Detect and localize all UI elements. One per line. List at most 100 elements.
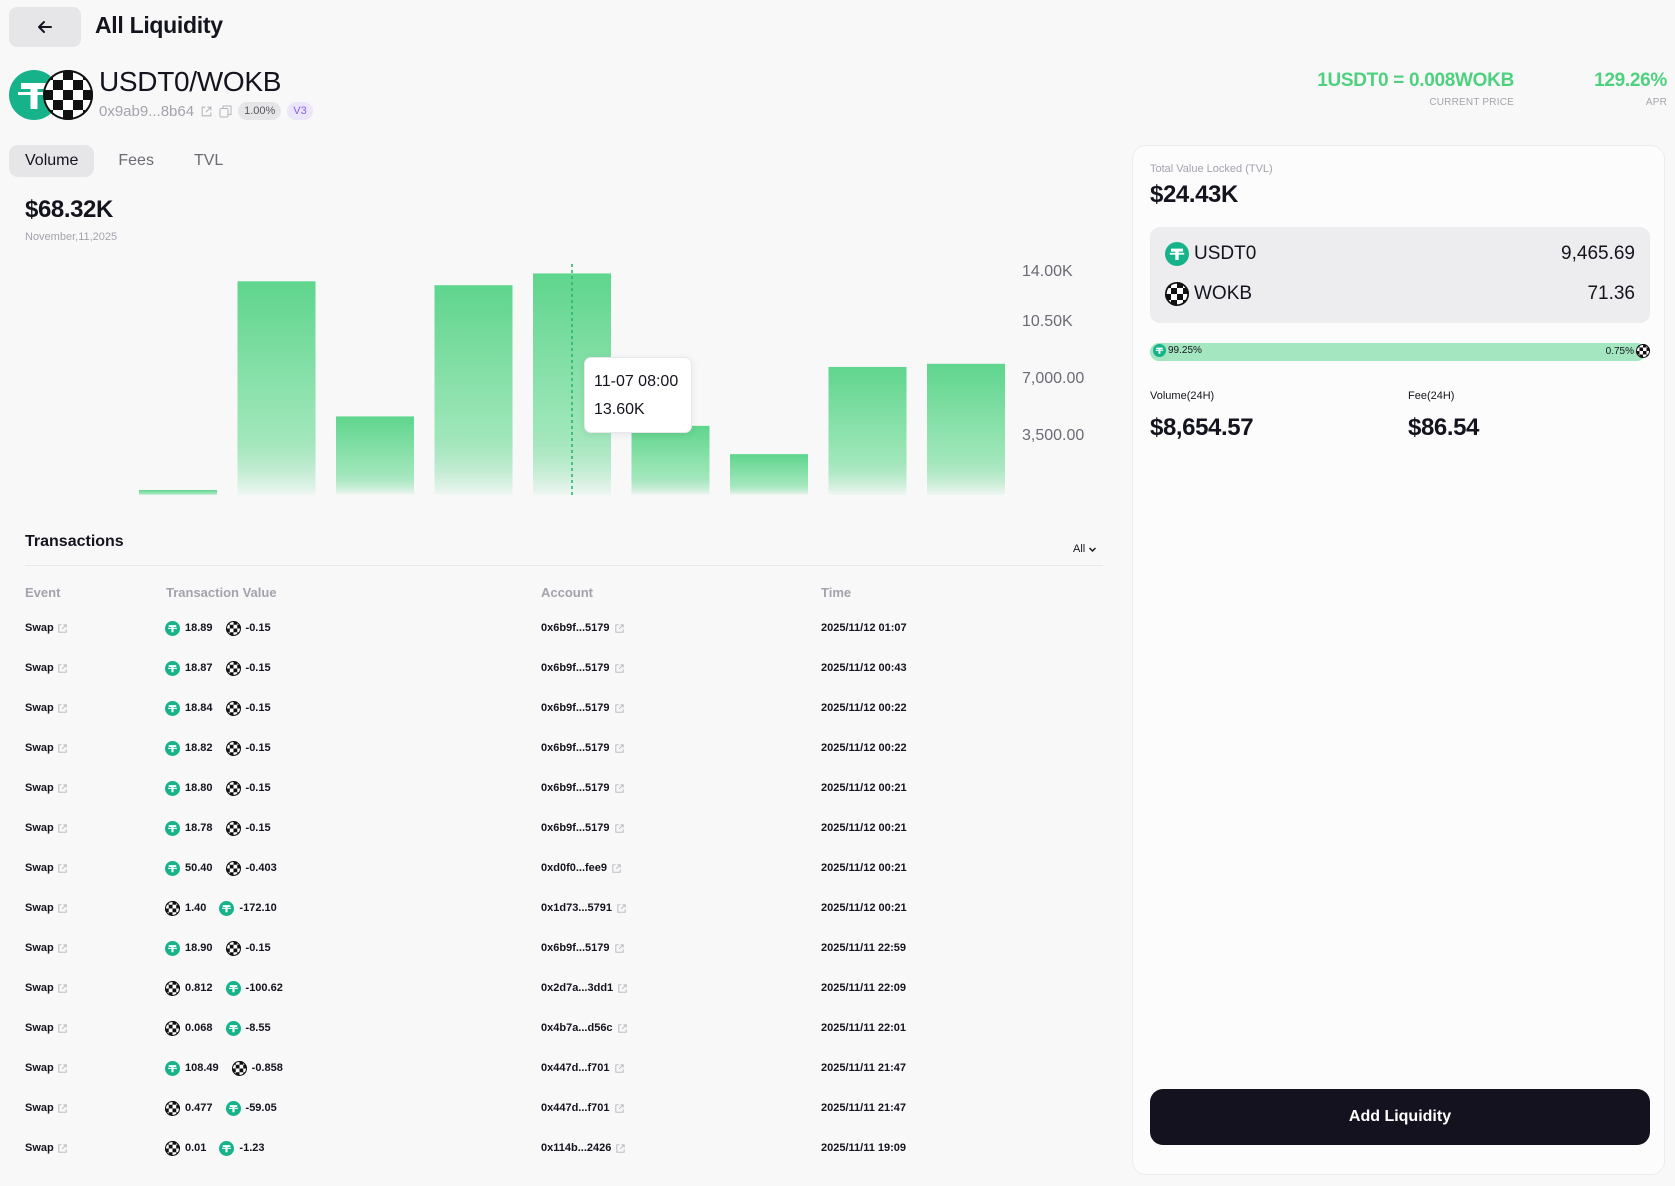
usdt0-icon <box>219 1141 234 1156</box>
external-link-icon[interactable] <box>200 105 213 118</box>
chart-bar[interactable] <box>237 281 316 495</box>
chart-bar[interactable] <box>730 454 808 495</box>
event-label: Swap <box>25 1102 54 1114</box>
account-cell[interactable]: 0x447d...f701 <box>541 1048 625 1088</box>
external-link-icon[interactable] <box>57 903 68 914</box>
event-cell[interactable]: Swap <box>25 1088 68 1128</box>
account-cell[interactable]: 0x6b9f...5179 <box>541 688 625 728</box>
external-link-icon[interactable] <box>614 783 625 794</box>
event-cell[interactable]: Swap <box>25 768 68 808</box>
external-link-icon[interactable] <box>617 983 628 994</box>
amount-in: 18.84 <box>185 702 213 714</box>
external-link-icon[interactable] <box>615 1143 626 1154</box>
account-cell[interactable]: 0x447d...f701 <box>541 1088 625 1128</box>
amount-out: -0.15 <box>245 822 271 834</box>
external-link-icon[interactable] <box>614 743 625 754</box>
event-cell[interactable]: Swap <box>25 648 68 688</box>
tab-volume[interactable]: Volume <box>9 145 95 177</box>
amount-in: 0.068 <box>185 1022 213 1034</box>
external-link-icon[interactable] <box>57 1063 68 1074</box>
account-cell[interactable]: 0x6b9f...5179 <box>541 728 625 768</box>
amount-out: -59.05 <box>245 1102 277 1114</box>
external-link-icon[interactable] <box>57 1103 68 1114</box>
external-link-icon[interactable] <box>57 983 68 994</box>
external-link-icon[interactable] <box>614 1103 625 1114</box>
account-cell[interactable]: 0x6b9f...5179 <box>541 808 625 848</box>
external-link-icon[interactable] <box>614 623 625 634</box>
external-link-icon[interactable] <box>57 863 68 874</box>
fee-tier-badge: 1.00% <box>238 102 282 120</box>
token-row-usdt0: USDT0 9,465.69 <box>1165 240 1635 268</box>
external-link-icon[interactable] <box>611 863 622 874</box>
external-link-icon[interactable] <box>614 823 625 834</box>
chart-bar[interactable] <box>631 425 710 495</box>
volume-24h-value: $8,654.57 <box>1150 414 1254 441</box>
account-cell[interactable]: 0x4b7a...d56c <box>541 1008 628 1048</box>
event-cell[interactable]: Swap <box>25 848 68 888</box>
event-label: Swap <box>25 902 54 914</box>
account-cell[interactable]: 0x6b9f...5179 <box>541 928 625 968</box>
external-link-icon[interactable] <box>57 703 68 714</box>
external-link-icon[interactable] <box>57 623 68 634</box>
back-button[interactable] <box>9 7 81 47</box>
event-label: Swap <box>25 1062 54 1074</box>
chart-bar[interactable] <box>434 285 513 495</box>
add-liquidity-button[interactable]: Add Liquidity <box>1150 1089 1650 1145</box>
event-cell[interactable]: Swap <box>25 1008 68 1048</box>
external-link-icon[interactable] <box>614 663 625 674</box>
transactions-filter[interactable]: All <box>1073 543 1097 555</box>
account-cell[interactable]: 0x6b9f...5179 <box>541 768 625 808</box>
event-cell[interactable]: Swap <box>25 1048 68 1088</box>
external-link-icon[interactable] <box>57 943 68 954</box>
value-cell: 50.40 -0.403 <box>165 848 277 888</box>
usdt0-icon <box>165 1061 180 1076</box>
ratio-left: 99.25% <box>1153 344 1202 357</box>
account-cell[interactable]: 0x6b9f...5179 <box>541 608 625 648</box>
event-cell[interactable]: Swap <box>25 808 68 848</box>
external-link-icon[interactable] <box>614 943 625 954</box>
account-cell[interactable]: 0xd0f0...fee9 <box>541 848 622 888</box>
time-cell: 2025/11/11 21:47 <box>821 1102 907 1114</box>
chart-bar[interactable] <box>139 490 217 495</box>
event-cell[interactable]: Swap <box>25 968 68 1008</box>
external-link-icon[interactable] <box>57 783 68 794</box>
external-link-icon[interactable] <box>616 903 627 914</box>
event-label: Swap <box>25 1142 54 1154</box>
external-link-icon[interactable] <box>57 823 68 834</box>
amount-in: 18.87 <box>185 662 213 674</box>
table-row: Swap 50.40 -0.403 0xd0f0...fee9 2025/11/12 0… <box>0 848 1110 888</box>
external-link-icon[interactable] <box>57 1023 68 1034</box>
current-price-value: 1USDT0 = 0.008WOKB <box>1317 70 1514 91</box>
chart-bar[interactable] <box>927 363 1005 495</box>
account-address: 0x447d...f701 <box>541 1102 610 1114</box>
apr-value: 129.26% <box>1594 70 1667 91</box>
event-cell[interactable]: Swap <box>25 888 68 928</box>
account-cell[interactable]: 0x114b...2426 <box>541 1128 626 1168</box>
event-cell[interactable]: Swap <box>25 1128 68 1168</box>
account-cell[interactable]: 0x2d7a...3dd1 <box>541 968 628 1008</box>
fee-24h-label: Fee(24H) <box>1408 390 1455 402</box>
event-cell[interactable]: Swap <box>25 608 68 648</box>
usdt0-icon <box>165 941 180 956</box>
value-cell: 18.90 -0.15 <box>165 928 271 968</box>
tab-fees[interactable]: Fees <box>118 152 154 169</box>
usdt0-icon <box>226 1021 241 1036</box>
amount-out: -172.10 <box>239 902 277 914</box>
external-link-icon[interactable] <box>614 1063 625 1074</box>
account-address: 0x6b9f...5179 <box>541 742 610 754</box>
external-link-icon[interactable] <box>57 743 68 754</box>
external-link-icon[interactable] <box>614 703 625 714</box>
tab-tvl[interactable]: TVL <box>193 152 224 169</box>
external-link-icon[interactable] <box>57 663 68 674</box>
chart-bar[interactable] <box>828 366 907 495</box>
account-cell[interactable]: 0x6b9f...5179 <box>541 648 625 688</box>
external-link-icon[interactable] <box>617 1023 628 1034</box>
event-cell[interactable]: Swap <box>25 688 68 728</box>
chart-bar[interactable] <box>336 416 414 495</box>
event-cell[interactable]: Swap <box>25 728 68 768</box>
event-cell[interactable]: Swap <box>25 928 68 968</box>
external-link-icon[interactable] <box>57 1143 68 1154</box>
account-cell[interactable]: 0x1d73...5791 <box>541 888 627 928</box>
column-header-account: Account <box>541 585 593 600</box>
copy-icon[interactable] <box>219 105 232 118</box>
